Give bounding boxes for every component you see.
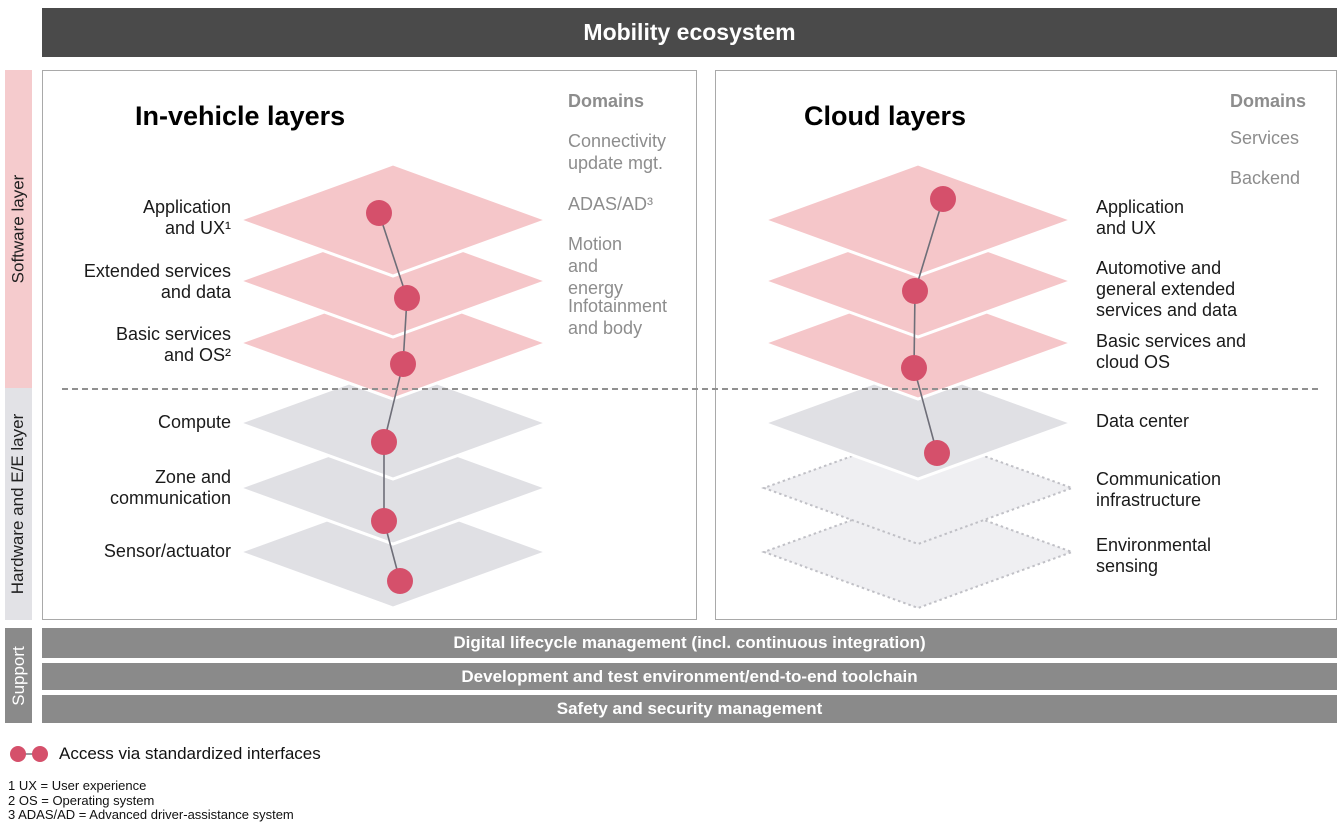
domain-connectivity: Connectivity update mgt. [568, 131, 667, 173]
layer-diamond-basic-services-os [234, 285, 552, 401]
interface-dot [371, 429, 397, 455]
interface-dot [924, 440, 950, 466]
interface-connector-line [913, 198, 944, 454]
support-bar-dev-test: Development and test environment/end-to-… [42, 663, 1337, 690]
domain-backend: Backend [1230, 168, 1301, 188]
support-rail: Support [5, 628, 32, 723]
legend-label: Access via standardized interfaces [59, 744, 321, 763]
label-compute: Compute [157, 412, 231, 432]
layer-diamond-data-center [759, 365, 1077, 481]
domain-motion-energy: Motion and energy [568, 234, 624, 298]
hardware-ee-layer-rail-label: Hardware and E/E layer [8, 413, 28, 595]
interface-dot [930, 186, 956, 212]
layer-diamond-application-ux [234, 162, 552, 278]
label-basic-services-cloud-os: Basic services and cloud OS [1096, 331, 1247, 372]
footnote-os: 2 OS = Operating system [8, 792, 155, 808]
interface-dot [371, 508, 397, 534]
label-automotive-extended-services: Automotive and general extended services… [1096, 258, 1238, 320]
in-vehicle-layer-stack [234, 162, 552, 610]
domain-adas-ad: ADAS/AD³ [568, 194, 654, 214]
label-sensor-actuator: Sensor/actuator [103, 541, 231, 561]
label-basic-services-os: Basic services and OS² [115, 324, 231, 365]
interface-dot [390, 351, 416, 377]
label-zone-communication: Zone and communication [109, 467, 231, 508]
legend: Access via standardized interfaces [8, 744, 321, 764]
label-application-ux: Application and UX [1096, 197, 1185, 238]
layer-diamond-zone-communication [234, 430, 552, 546]
domain-services: Services [1230, 128, 1300, 148]
support-bar-safety-security: Safety and security management [42, 695, 1337, 723]
footnotes: 1 UX = User experience 2 OS = Operating … [8, 778, 294, 823]
footnote-adas: 3 ADAS/AD = Advanced driver-assistance s… [8, 807, 294, 822]
domain-infotainment-body: Infotainment and body [568, 296, 668, 338]
software-hardware-divider [62, 388, 1318, 390]
interface-dot [394, 285, 420, 311]
software-layer-rail: Software layer [5, 70, 32, 388]
cloud-panel: Cloud layers Domains Services Backend A [715, 70, 1337, 620]
layer-diamond-extended-services [234, 223, 552, 339]
label-extended-services: Extended services and data [83, 261, 231, 302]
interface-dot [366, 200, 392, 226]
cloud-layer-stack [759, 162, 1077, 610]
layer-diamond-environmental-sensing [761, 494, 1075, 610]
in-vehicle-panel: In-vehicle layers Domains Connectivity u… [42, 70, 697, 620]
layer-diamond-communication-infrastructure [761, 430, 1075, 546]
label-data-center: Data center [1096, 411, 1190, 431]
layer-diamond-compute [234, 365, 552, 481]
domains-header: Domains [568, 91, 645, 111]
banner-title: Mobility ecosystem [583, 19, 796, 45]
hardware-ee-layer-rail: Hardware and E/E layer [5, 388, 32, 620]
label-environmental-sensing: Environmental sensing [1096, 535, 1212, 576]
banner: Mobility ecosystem [42, 8, 1337, 57]
interface-dot [387, 568, 413, 594]
support-rail-label: Support [8, 645, 28, 706]
layer-diamond-basic-services-cloud-os [759, 285, 1077, 401]
footnote-ux: 1 UX = User experience [8, 778, 147, 793]
software-layer-rail-label: Software layer [8, 174, 28, 284]
label-communication-infrastructure: Communication infrastructure [1096, 469, 1222, 510]
support-bar-lifecycle: Digital lifecycle management (incl. cont… [42, 628, 1337, 658]
label-application-ux: Application and UX¹ [142, 197, 231, 238]
layer-diamond-application-ux [759, 162, 1077, 278]
interface-dots-icon [10, 746, 48, 762]
interface-dot [901, 355, 927, 381]
cloud-title: Cloud layers [804, 101, 967, 131]
in-vehicle-title: In-vehicle layers [135, 101, 346, 131]
domains-header: Domains [1230, 91, 1307, 111]
interface-dot [902, 278, 928, 304]
